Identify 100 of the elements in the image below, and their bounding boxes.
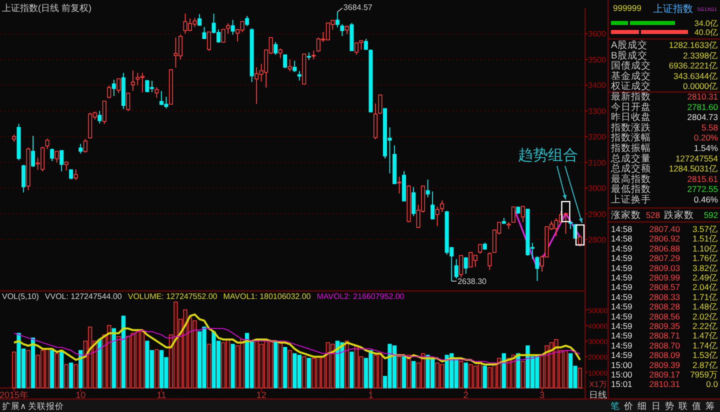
text: 扩展∧	[2, 401, 26, 411]
x-tick-label: 2015年	[0, 390, 29, 400]
y-tick-label: 3400	[588, 81, 606, 90]
bar	[78, 350, 83, 388]
text: 1.54%	[694, 143, 718, 153]
text: 最新指数	[611, 90, 651, 102]
text: 2772.55	[687, 184, 718, 194]
text: 2.87亿	[692, 360, 718, 370]
text: 总成交量	[610, 152, 651, 164]
text: 2806.88	[649, 243, 680, 254]
y-tick-label: 2900	[588, 210, 606, 219]
text: 1.10亿	[692, 243, 718, 254]
text: 2809.39	[649, 360, 680, 370]
text: 6936.2221亿	[668, 60, 718, 71]
annotation: VVOL: 127247544.00	[44, 292, 122, 301]
bar	[50, 350, 54, 388]
bar	[411, 361, 416, 388]
x-tick-label: 1	[368, 390, 374, 400]
bar	[302, 356, 306, 388]
text: 14:59	[611, 321, 633, 331]
text: 2.22亿	[692, 321, 718, 331]
bar	[464, 362, 468, 388]
text: 2815.61	[687, 174, 718, 184]
text: 14:59	[611, 262, 633, 273]
text: 14:59	[611, 253, 633, 264]
text: 筹	[706, 401, 715, 411]
bar	[74, 364, 78, 388]
text: 592	[704, 210, 718, 220]
text: 0.0	[706, 379, 718, 390]
bar	[306, 358, 311, 388]
text: 14:59	[611, 243, 633, 254]
bar	[288, 350, 292, 388]
annotation: 趋势组合	[518, 147, 578, 164]
text: 最低指数	[611, 183, 651, 196]
text: 7959万	[690, 370, 718, 380]
text: MAVOL1: 180106032.00	[223, 292, 312, 301]
text: 528	[646, 210, 660, 220]
bar	[578, 368, 582, 388]
bar	[402, 356, 406, 388]
bar	[30, 338, 36, 388]
bar	[121, 316, 126, 388]
text: 14:58	[611, 224, 633, 234]
text: 国债成交	[611, 60, 651, 72]
bar	[283, 346, 288, 388]
chart-title: 上证指数(日线 前复权)	[2, 3, 92, 13]
text: 今日开盘	[611, 100, 651, 113]
y-tick-label: 3100	[588, 158, 606, 168]
text: 指数振幅	[610, 142, 651, 154]
text: 2.02亿	[692, 311, 718, 322]
text: 指数涨跌	[610, 121, 651, 134]
text: 1284.5031亿	[668, 164, 718, 174]
text: MAVOL2: 216607952.00	[316, 292, 405, 301]
bar	[112, 328, 116, 388]
text: 2.04亿	[692, 282, 718, 292]
text: 最高指数	[611, 172, 651, 185]
bar	[482, 366, 487, 388]
x-tick-label: 10	[76, 390, 86, 400]
text: 15:00	[611, 360, 633, 370]
x-tick-label: 12	[256, 390, 266, 400]
bar	[69, 362, 74, 388]
bar	[116, 336, 121, 388]
text: 14:59	[611, 282, 633, 292]
text: 上证换手	[611, 194, 651, 206]
text: 1.71亿	[692, 292, 718, 302]
bar	[459, 361, 464, 388]
text: 40.0亿	[694, 28, 718, 37]
bar	[350, 352, 354, 388]
y-tick-label: 3500	[588, 55, 606, 64]
text: 关联报价	[28, 401, 64, 411]
text: 0.0000亿	[683, 81, 718, 92]
text: 2808.28	[649, 302, 680, 312]
text: 2807.29	[649, 253, 680, 264]
y-tick-label: 3300	[588, 106, 606, 116]
bar	[26, 350, 30, 388]
bar	[64, 364, 68, 388]
text: 2809.17	[649, 370, 680, 380]
text: 1.76亿	[692, 253, 718, 264]
text: 2806.92	[649, 234, 680, 244]
line-series	[13, 313, 581, 366]
bar	[397, 356, 402, 388]
text: 999999	[613, 3, 642, 13]
bar	[60, 350, 64, 388]
text: 34.0亿	[694, 19, 718, 28]
text: 1.51亿	[692, 234, 718, 244]
text: 势	[664, 401, 674, 411]
y-tick-label: 2800	[588, 236, 606, 245]
text: 2810.31	[649, 379, 680, 390]
annotation: VOLUME: 127247552.00	[128, 292, 218, 301]
text: A股成交	[611, 39, 648, 51]
text: 127247554	[675, 153, 718, 164]
text: 昨日收盘	[611, 111, 651, 124]
bar	[274, 340, 278, 388]
text: 343.6344亿	[674, 70, 718, 81]
text: 2809.35	[649, 321, 680, 331]
text: 1.53亿	[692, 350, 718, 360]
text: 2804.73	[687, 112, 718, 122]
bar	[12, 352, 16, 388]
text: 14:59	[611, 340, 633, 350]
text: 权证成交	[610, 80, 651, 92]
text: 3.57亿	[692, 224, 718, 234]
